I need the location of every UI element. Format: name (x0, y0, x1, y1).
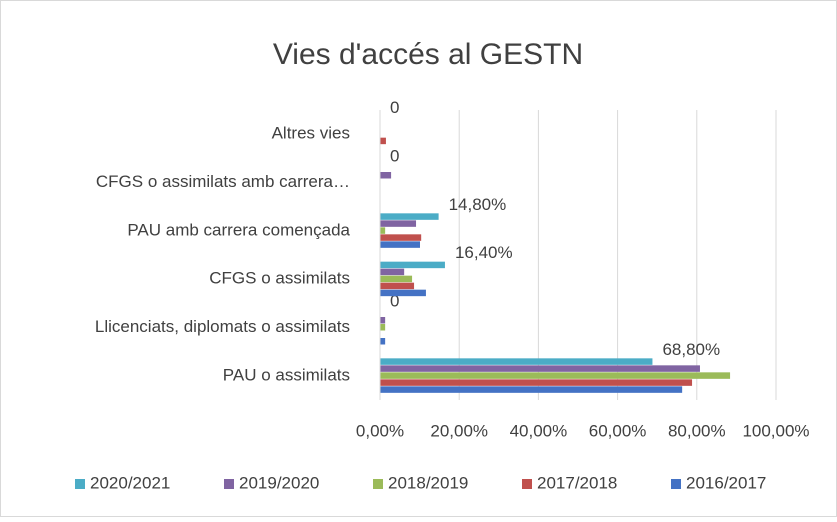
legend-swatch (671, 479, 681, 489)
bar (380, 372, 731, 379)
legend-swatch (373, 479, 383, 489)
bar (380, 282, 415, 290)
bar (380, 137, 386, 145)
x-tick-label: 80,00% (668, 421, 726, 440)
y-tick-label: CFGS o assimilats amb carrera… (96, 172, 350, 191)
bar (380, 358, 653, 365)
bar (380, 268, 405, 276)
bar (380, 338, 386, 345)
data-label: 68,80% (662, 340, 720, 359)
y-tick-label: Altres vies (272, 124, 350, 143)
y-tick-label: PAU amb carrera començada (127, 220, 350, 239)
x-tick-label: 20,00% (430, 421, 488, 440)
legend-swatch (224, 479, 234, 489)
bar (380, 365, 700, 372)
legend-label: 2016/2017 (686, 473, 766, 492)
data-label: 0 (390, 291, 399, 310)
legend-label: 2019/2020 (239, 473, 319, 492)
bar (380, 275, 413, 283)
y-tick-label: Llicenciats, diplomats o assimilats (95, 317, 350, 336)
legend-swatch (75, 479, 85, 489)
data-label: 0 (390, 146, 399, 165)
bar (380, 234, 422, 241)
bar (380, 213, 439, 220)
x-tick-label: 40,00% (510, 421, 568, 440)
bar (380, 289, 426, 297)
legend-label: 2017/2018 (537, 473, 617, 492)
bar (380, 241, 420, 248)
legend-label: 2018/2019 (388, 473, 468, 492)
y-tick-label: CFGS o assimilats (209, 269, 350, 288)
legend-label: 2020/2021 (90, 473, 170, 492)
data-label: 14,80% (449, 195, 507, 214)
data-label: 0 (390, 98, 399, 117)
bar (380, 172, 392, 179)
bar (380, 379, 693, 386)
bar (380, 261, 445, 269)
bar (380, 386, 683, 393)
legend-swatch (522, 479, 532, 489)
bar (380, 324, 386, 331)
bar (380, 220, 417, 227)
bar (380, 317, 386, 324)
x-tick-label: 0,00% (356, 421, 404, 440)
data-label: 16,40% (455, 243, 513, 262)
y-tick-label: PAU o assimilats (223, 365, 350, 384)
chart-title: Vies d'accés al GESTN (273, 38, 583, 71)
x-tick-label: 60,00% (589, 421, 647, 440)
x-tick-label: 100,00% (742, 421, 809, 440)
bar (380, 227, 386, 234)
